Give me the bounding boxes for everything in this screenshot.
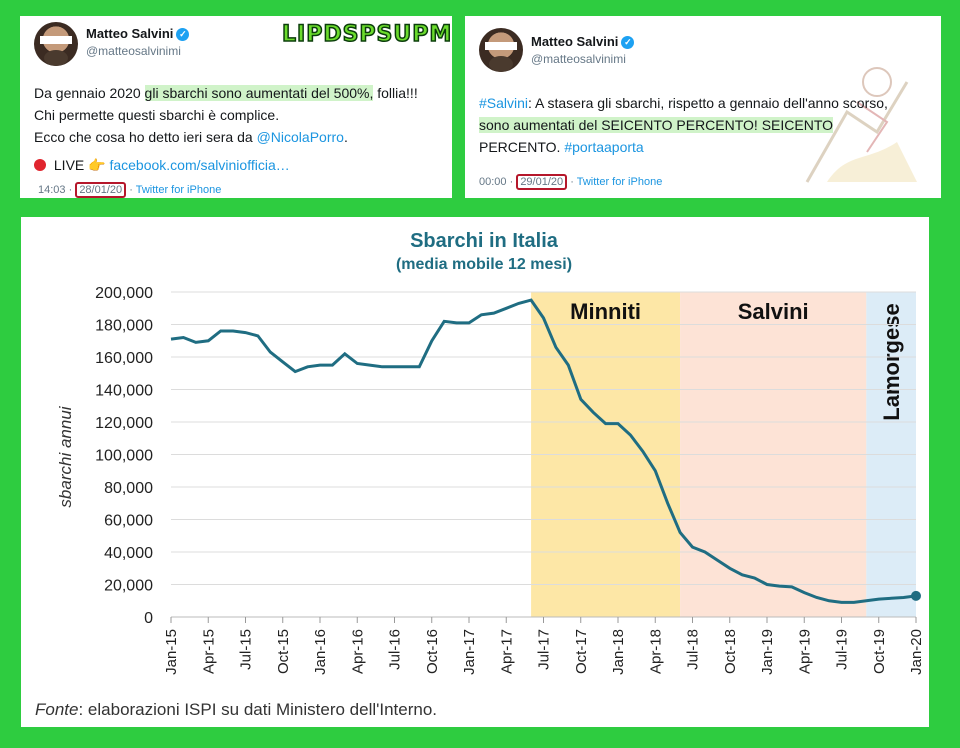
y-tick-label: 0 <box>144 610 153 627</box>
x-tick-label: Jan-15 <box>163 629 180 675</box>
x-tick-label: Jul-17 <box>536 629 553 670</box>
avatar[interactable] <box>479 28 523 72</box>
period-label-salvini: Salvini <box>738 299 809 324</box>
x-tick-label: Jan-19 <box>759 629 776 675</box>
user-name[interactable]: Matteo Salvini <box>531 34 619 49</box>
x-tick-label: Oct-19 <box>871 629 888 674</box>
x-tick-label: Oct-17 <box>573 629 590 674</box>
user-name[interactable]: Matteo Salvini <box>86 26 174 41</box>
facebook-link[interactable]: facebook.com/salviniofficia… <box>109 157 290 173</box>
x-tick-label: Apr-17 <box>498 629 515 674</box>
y-tick-label: 140,000 <box>95 383 153 400</box>
y-axis-label: sbarchi annui <box>56 405 75 507</box>
x-tick-label: Jul-19 <box>834 629 851 670</box>
y-tick-label: 120,000 <box>95 415 153 432</box>
period-label-minniti: Minniti <box>570 299 641 324</box>
tweet-date[interactable]: 28/01/20 <box>75 182 127 198</box>
x-tick-label: Jan-18 <box>610 629 627 675</box>
y-tick-label: 180,000 <box>95 318 153 335</box>
x-tick-label: Jul-16 <box>387 629 404 670</box>
x-tick-label: Jul-15 <box>238 629 255 670</box>
verified-badge-icon: ✓ <box>176 28 190 42</box>
period-label-lamorgese: Lamorgese <box>879 303 904 420</box>
y-tick-label: 100,000 <box>95 448 153 465</box>
x-tick-label: Oct-18 <box>722 629 739 674</box>
user-handle[interactable]: @matteosalvinimi <box>531 52 626 66</box>
red-circle-icon <box>34 159 46 171</box>
y-tick-label: 40,000 <box>104 545 153 562</box>
source-note: Fonte: elaborazioni ISPI su dati Ministe… <box>35 700 437 719</box>
series-line <box>170 298 917 604</box>
chart-frame: Minniti Salvini Lamorgese 0 20,000 40,000 60,… <box>16 212 934 732</box>
x-tick-label: Oct-16 <box>424 629 441 674</box>
hashtag-link[interactable]: #Salvini <box>479 95 529 111</box>
y-tick-label: 20,000 <box>104 578 153 595</box>
mention-link[interactable]: @NicolaPorro <box>256 129 344 145</box>
tweet-text: Da gennaio 2020 gli sbarchi sono aumenta… <box>34 85 418 173</box>
x-tick-label: Jan-17 <box>461 629 478 675</box>
user-handle[interactable]: @matteosalvinimi <box>86 44 181 58</box>
y-tick-label: 160,000 <box>95 350 153 367</box>
brand-logo: LIPDSPSUPM <box>281 21 453 48</box>
x-tick-label: Apr-18 <box>647 629 664 674</box>
tweet-meta: 00:00 · 29/01/20 · Twitter for iPhone <box>479 174 663 190</box>
tweet-date[interactable]: 29/01/20 <box>516 174 568 190</box>
client-link[interactable]: Twitter for iPhone <box>576 176 663 188</box>
cartoon-sketch <box>805 67 917 183</box>
tweet-card-1: Matteo Salvini ✓ @matteosalvinimi LIPDSPS… <box>18 14 454 200</box>
x-tick-label: Oct-15 <box>275 629 292 674</box>
tweet-text: #Salvini: A stasera gli sbarchi, rispett… <box>479 95 888 155</box>
x-tick-label: Jan-20 <box>908 629 925 675</box>
chart-subtitle: (media mobile 12 mesi) <box>396 256 572 273</box>
chart-title: Sbarchi in Italia <box>410 230 559 252</box>
y-tick-label: 60,000 <box>104 513 153 530</box>
x-tick-label: Apr-16 <box>349 629 366 674</box>
tweet-meta: 14:03 · 28/01/20 · Twitter for iPhone <box>38 182 222 198</box>
verified-badge-icon: ✓ <box>621 36 635 50</box>
x-tick-label: Jan-16 <box>312 629 329 675</box>
y-tick-label: 80,000 <box>104 480 153 497</box>
x-tick-label: Apr-15 <box>200 629 217 674</box>
x-tick-label: Apr-19 <box>796 629 813 674</box>
hashtag-link[interactable]: #portaaporta <box>564 139 644 155</box>
y-tick-label: 200,000 <box>95 285 153 302</box>
client-link[interactable]: Twitter for iPhone <box>135 184 222 196</box>
avatar[interactable] <box>34 22 78 66</box>
x-tick-label: Jul-18 <box>685 629 702 670</box>
tweet-card-2: Matteo Salvini ✓ @matteosalvinimi #Salvin… <box>463 14 943 200</box>
chart: Minniti Salvini Lamorgese 0 20,000 40,000 60,… <box>35 230 925 719</box>
series-end-point <box>911 590 921 601</box>
